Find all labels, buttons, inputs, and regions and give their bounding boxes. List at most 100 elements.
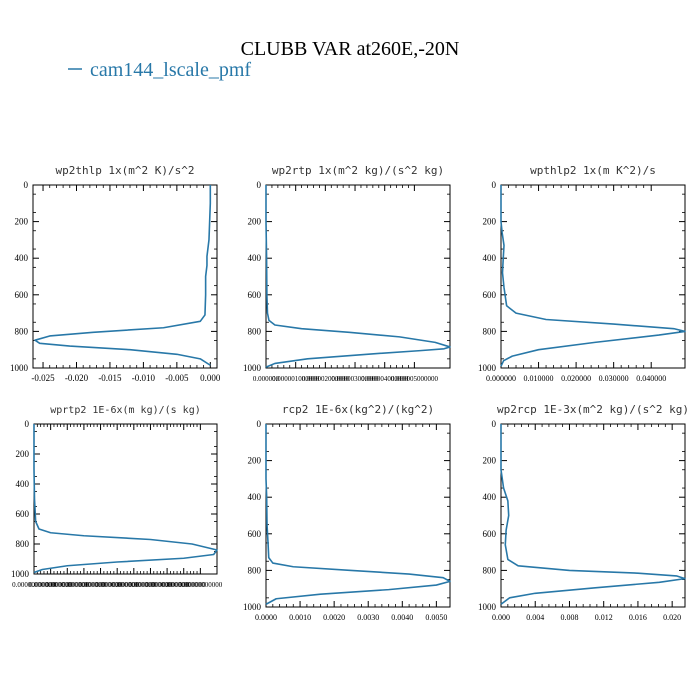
y-tick-label: 200 xyxy=(483,217,497,227)
y-tick-label: 0 xyxy=(257,180,262,190)
y-tick-label: 0 xyxy=(492,180,497,190)
x-tick-label: 0.00000000000 xyxy=(178,581,222,589)
x-tick-label: 0.000001000000 xyxy=(272,375,320,383)
x-tick-label: 0.00000000000 xyxy=(95,581,139,589)
x-tick-label: 0.012 xyxy=(595,613,613,622)
x-tick-label: 0.00000000000 xyxy=(62,581,106,589)
x-tick-label: 0.000004000000 xyxy=(361,375,409,383)
y-tick-label: 800 xyxy=(16,539,30,549)
legend: cam144_lscale_pmf xyxy=(68,59,251,81)
y-tick-label: 200 xyxy=(248,456,262,466)
y-tick-label: 1000 xyxy=(243,602,262,612)
x-tick-label: 0.020 xyxy=(663,613,681,622)
panel-3: wpthlp2 1x(m K^2)/s 0 200 400 600 800 10000.00… xyxy=(478,164,686,383)
x-tick-label: 0.020000 xyxy=(561,374,591,383)
series-line xyxy=(265,424,451,605)
panel-title: wpthlp2 1x(m K^2)/s xyxy=(530,164,656,177)
y-tick-label: 400 xyxy=(15,253,29,263)
panel-4: wprtp2 1E-6x(m kg)/(s kg) 0 200 400 600 800 10… xyxy=(11,405,223,589)
panel-title: rcp2 1E-6x(kg^2)/(kg^2) xyxy=(282,403,434,416)
plot-frame xyxy=(265,423,451,608)
y-tick-label: 400 xyxy=(248,492,262,502)
plot-frame xyxy=(500,423,686,608)
y-tick-label: 400 xyxy=(16,479,30,489)
x-tick-label: 0.00000000000 xyxy=(79,581,123,589)
panel-title: wp2thlp 1x(m^2 K)/s^2 xyxy=(55,164,194,177)
x-tick-label: 0.0050 xyxy=(425,613,447,622)
panel-6: wp2rcp 1E-3x(m^2 kg)/(s^2 kg)0 200 400 600 8… xyxy=(478,403,689,622)
y-tick-label: 200 xyxy=(16,449,30,459)
y-tick-label: 600 xyxy=(483,529,497,539)
y-tick-label: 1000 xyxy=(478,363,497,373)
panel-title: wprtp2 1E-6x(m kg)/(s kg) xyxy=(50,405,201,416)
x-tick-label: 0.0040 xyxy=(391,613,413,622)
y-tick-label: 600 xyxy=(16,509,30,519)
y-tick-label: 1000 xyxy=(10,363,29,373)
x-tick-label: -0.025 xyxy=(31,373,55,383)
panel-2: wp2rtp 1x(m^2 kg)/(s^2 kg) 0 200 400 600 800 1… xyxy=(243,164,451,383)
y-tick-label: 1000 xyxy=(243,363,262,373)
x-tick-label: 0.0000 xyxy=(255,613,277,622)
x-tick-label: 0.030000 xyxy=(599,374,629,383)
x-tick-label: 0.040000 xyxy=(636,374,666,383)
y-tick-label: 800 xyxy=(15,326,29,336)
x-tick-label: 0.016 xyxy=(629,613,647,622)
x-tick-label: 0.000 xyxy=(492,613,510,622)
x-tick-label: 0.010000 xyxy=(524,374,554,383)
y-tick-label: 600 xyxy=(483,290,497,300)
y-tick-label: 800 xyxy=(483,326,497,336)
x-tick-label: -0.005 xyxy=(165,373,189,383)
y-tick-label: 200 xyxy=(483,456,497,466)
legend-label: cam144_lscale_pmf xyxy=(90,59,251,81)
panel-1: wp2thlp 1x(m^2 K)/s^202004006008001000-0… xyxy=(10,164,221,383)
y-tick-label: 800 xyxy=(248,326,262,336)
series-line xyxy=(34,185,212,366)
plot-frame xyxy=(32,184,218,369)
x-tick-label: 0.000003000000 xyxy=(331,375,379,383)
x-tick-label: 0.008 xyxy=(560,613,578,622)
y-tick-label: 1000 xyxy=(11,569,30,579)
panel-5: rcp2 1E-6x(kg^2)/(kg^2) 0 200 400 600 800 1000… xyxy=(243,403,451,622)
x-tick-label: -0.010 xyxy=(132,373,156,383)
x-tick-label: 0.0010 xyxy=(289,613,311,622)
x-tick-label: 0.000 xyxy=(200,373,221,383)
y-tick-label: 800 xyxy=(483,565,497,575)
y-tick-label: 0 xyxy=(492,419,497,429)
panel-title: wp2rcp 1E-3x(m^2 kg)/(s^2 kg) xyxy=(497,403,689,416)
x-tick-label: 0.000000 xyxy=(486,374,516,383)
y-tick-label: 400 xyxy=(483,492,497,502)
x-tick-label: 0.0030 xyxy=(357,613,379,622)
y-tick-label: 800 xyxy=(248,565,262,575)
y-tick-label: 0 xyxy=(24,180,29,190)
y-tick-label: 400 xyxy=(248,253,262,263)
y-tick-label: 600 xyxy=(248,290,262,300)
series-line xyxy=(265,185,451,368)
x-tick-label: 0.004 xyxy=(526,613,544,622)
x-tick-label: 0.00000000000 xyxy=(12,581,56,589)
y-tick-label: 200 xyxy=(248,217,262,227)
x-tick-label: 0.000002000000 xyxy=(302,375,350,383)
y-tick-label: 200 xyxy=(15,217,29,227)
x-tick-label: -0.015 xyxy=(98,373,122,383)
y-tick-label: 600 xyxy=(15,290,29,300)
x-tick-label: 0.00000000000 xyxy=(129,581,173,589)
panel-title: wp2rtp 1x(m^2 kg)/(s^2 kg) xyxy=(272,164,444,177)
x-tick-label: 0.00000000000 xyxy=(112,581,156,589)
y-tick-label: 0 xyxy=(257,419,262,429)
x-tick-label: 0.000005000000 xyxy=(391,375,439,383)
y-tick-label: 1000 xyxy=(478,602,497,612)
series-line xyxy=(500,185,686,367)
panels: wp2thlp 1x(m^2 K)/s^202004006008001000-0… xyxy=(10,164,689,622)
x-tick-label: 0.00000000000 xyxy=(45,581,89,589)
x-tick-label: 0.00000000000 xyxy=(145,581,189,589)
x-tick-label: -0.020 xyxy=(65,373,89,383)
y-tick-label: 600 xyxy=(248,529,262,539)
series-line xyxy=(500,424,686,605)
y-tick-label: 400 xyxy=(483,253,497,263)
x-tick-label: 0.0020 xyxy=(323,613,345,622)
x-tick-label: 0.00000000000 xyxy=(162,581,206,589)
y-tick-label: 0 xyxy=(25,419,30,429)
series-line xyxy=(33,424,218,574)
